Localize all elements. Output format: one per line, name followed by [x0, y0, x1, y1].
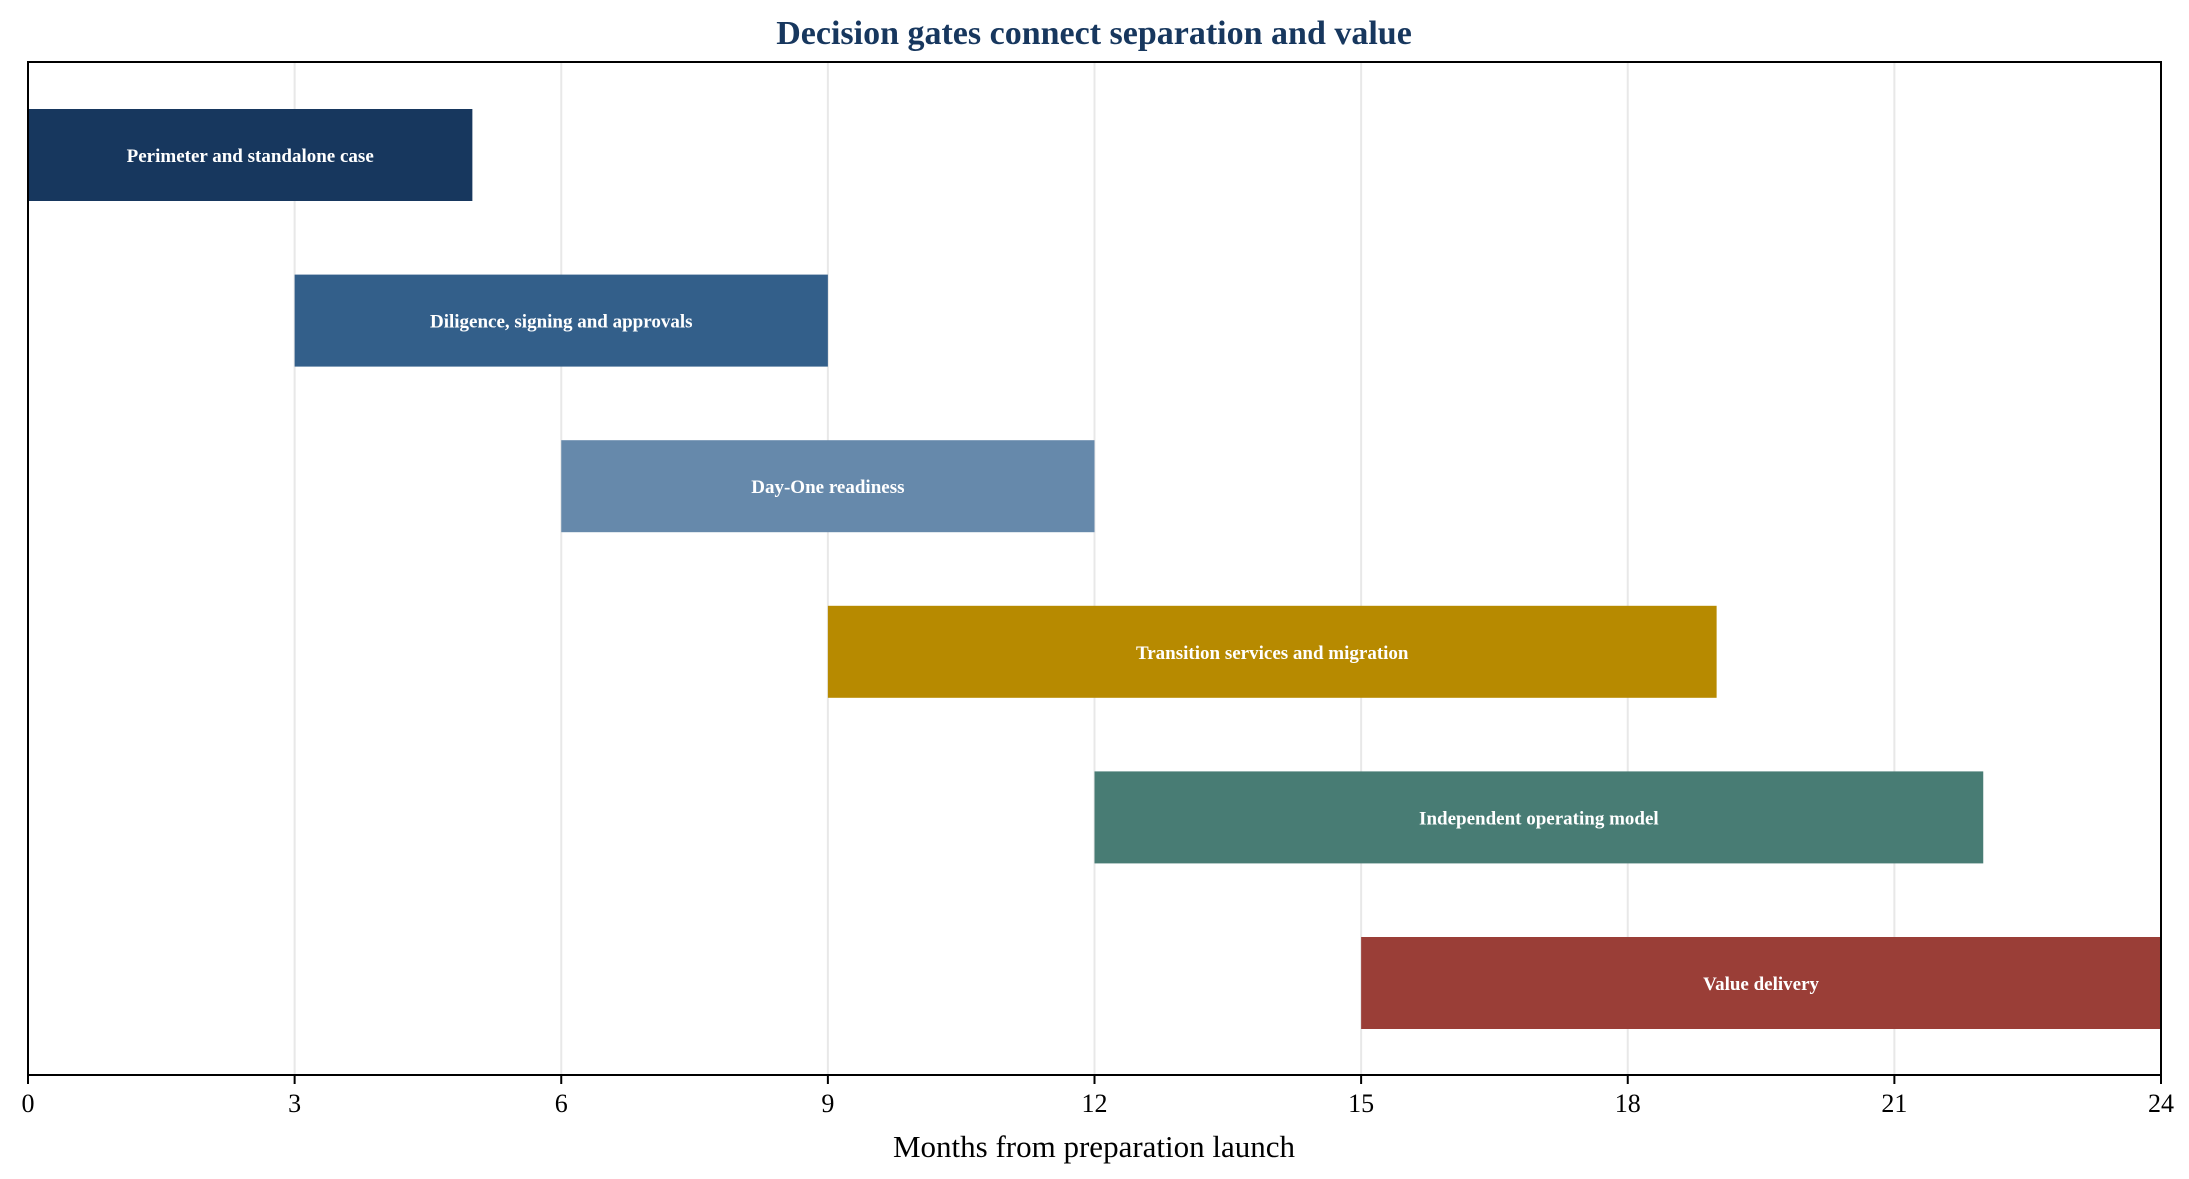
x-axis: 0 3 6 9 12 15 18 21 24: [22, 1075, 2174, 1118]
x-tick-label: 12: [1082, 1089, 1108, 1118]
gantt-bar: [1361, 937, 2161, 1029]
bar-label: Perimeter and standalone case: [127, 146, 374, 167]
bar-label: Diligence, signing and approvals: [430, 312, 693, 333]
bar-label: Value delivery: [1703, 974, 1819, 995]
chart-title: Decision gates connect separation and va…: [776, 15, 1412, 52]
gantt-bar: [561, 440, 1095, 533]
x-axis-label: Months from preparation launch: [893, 1129, 1296, 1164]
bar-label: Transition services and migration: [1136, 643, 1409, 664]
gantt-bar: [1094, 771, 1984, 864]
gantt-bar: [294, 274, 828, 367]
x-tick-label: 3: [288, 1089, 301, 1118]
gantt-bar: [28, 109, 473, 201]
x-tick-label: 0: [22, 1089, 35, 1118]
x-tick-label: 9: [821, 1089, 834, 1118]
gantt-bar: [827, 605, 1717, 698]
bars: Perimeter and standalone case Diligence, …: [28, 109, 2161, 1029]
x-tick-label: 18: [1615, 1089, 1641, 1118]
grid-lines: [293, 62, 1896, 1075]
x-tick-label: 21: [1881, 1089, 1907, 1118]
x-tick-label: 15: [1348, 1089, 1374, 1118]
bar-label: Independent operating model: [1419, 808, 1659, 829]
x-tick-label: 6: [555, 1089, 568, 1118]
bar-label: Day-One readiness: [751, 477, 904, 498]
x-tick-label: 24: [2148, 1089, 2174, 1118]
